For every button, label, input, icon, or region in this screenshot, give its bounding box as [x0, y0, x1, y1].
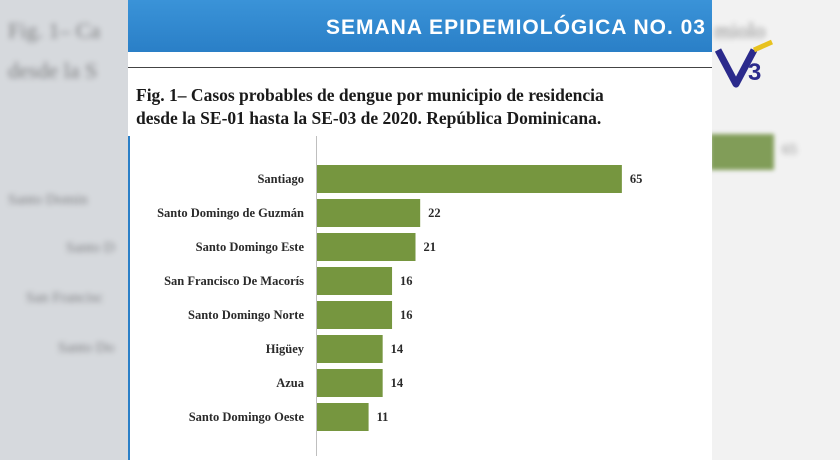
category-label: Santo Domingo Este: [196, 240, 305, 254]
card-left-edge: [128, 136, 130, 460]
channel-logo-icon: 3: [714, 39, 774, 88]
bar: [317, 267, 393, 295]
background-blur-text: San Francisc: [26, 290, 104, 306]
background-left: Fig. 1– Ca desde la S Santo Domin Santo …: [0, 0, 128, 460]
header-banner: SEMANA EPIDEMIOLÓGICA NO. 03: [128, 0, 712, 52]
data-label: 14: [391, 342, 404, 356]
bar: [317, 369, 383, 397]
data-label: 21: [423, 240, 436, 254]
data-label: 16: [400, 308, 413, 322]
background-blur-text: Santo Do: [58, 340, 115, 356]
caption-line-2: desde la SE-01 hasta la SE-03 de 2020. R…: [136, 108, 602, 128]
data-label: 14: [391, 376, 404, 390]
data-label: 22: [428, 206, 441, 220]
background-blur-text: Santo Domin: [8, 192, 88, 208]
data-label: 11: [377, 410, 389, 424]
data-label: 65: [630, 172, 643, 186]
background-blur-text: Fig. 1– Ca: [8, 18, 101, 43]
bar: [317, 199, 421, 227]
bar: [317, 403, 369, 431]
background-blur-text: miolo: [714, 18, 766, 43]
banner-title: SEMANA EPIDEMIOLÓGICA NO. 03: [326, 16, 706, 39]
bar: [317, 233, 416, 261]
bar: [317, 165, 622, 193]
category-label: Santiago: [257, 172, 304, 186]
category-label: San Francisco De Macorís: [164, 274, 304, 288]
caption-line-1: Fig. 1– Casos probables de dengue por mu…: [136, 85, 604, 105]
category-label: Azua: [276, 376, 305, 390]
data-label: 16: [400, 274, 413, 288]
bar: [317, 335, 383, 363]
category-label: Santo Domingo Oeste: [189, 410, 305, 424]
category-label: Santo Domingo Norte: [188, 308, 304, 322]
document-card: SEMANA EPIDEMIOLÓGICA NO. 03 Fig. 1– Cas…: [128, 0, 712, 460]
background-blur-text: desde la S: [8, 58, 98, 83]
background-blur-bar: [710, 134, 774, 170]
background-blur-text: Santo D: [66, 240, 115, 256]
y-axis-line: [316, 136, 317, 456]
bar-chart: Santiago 65 Santo Domingo de Guzmán 22 Santo…: [157, 165, 643, 431]
bar: [317, 301, 393, 329]
background-blur-text: 65: [782, 142, 797, 158]
figure-caption: Fig. 1– Casos probables de dengue por mu…: [136, 84, 706, 130]
logo-number: 3: [748, 59, 761, 86]
category-label: Higüey: [266, 342, 305, 356]
header-rule: [128, 67, 712, 68]
category-label: Santo Domingo de Guzmán: [157, 206, 304, 220]
